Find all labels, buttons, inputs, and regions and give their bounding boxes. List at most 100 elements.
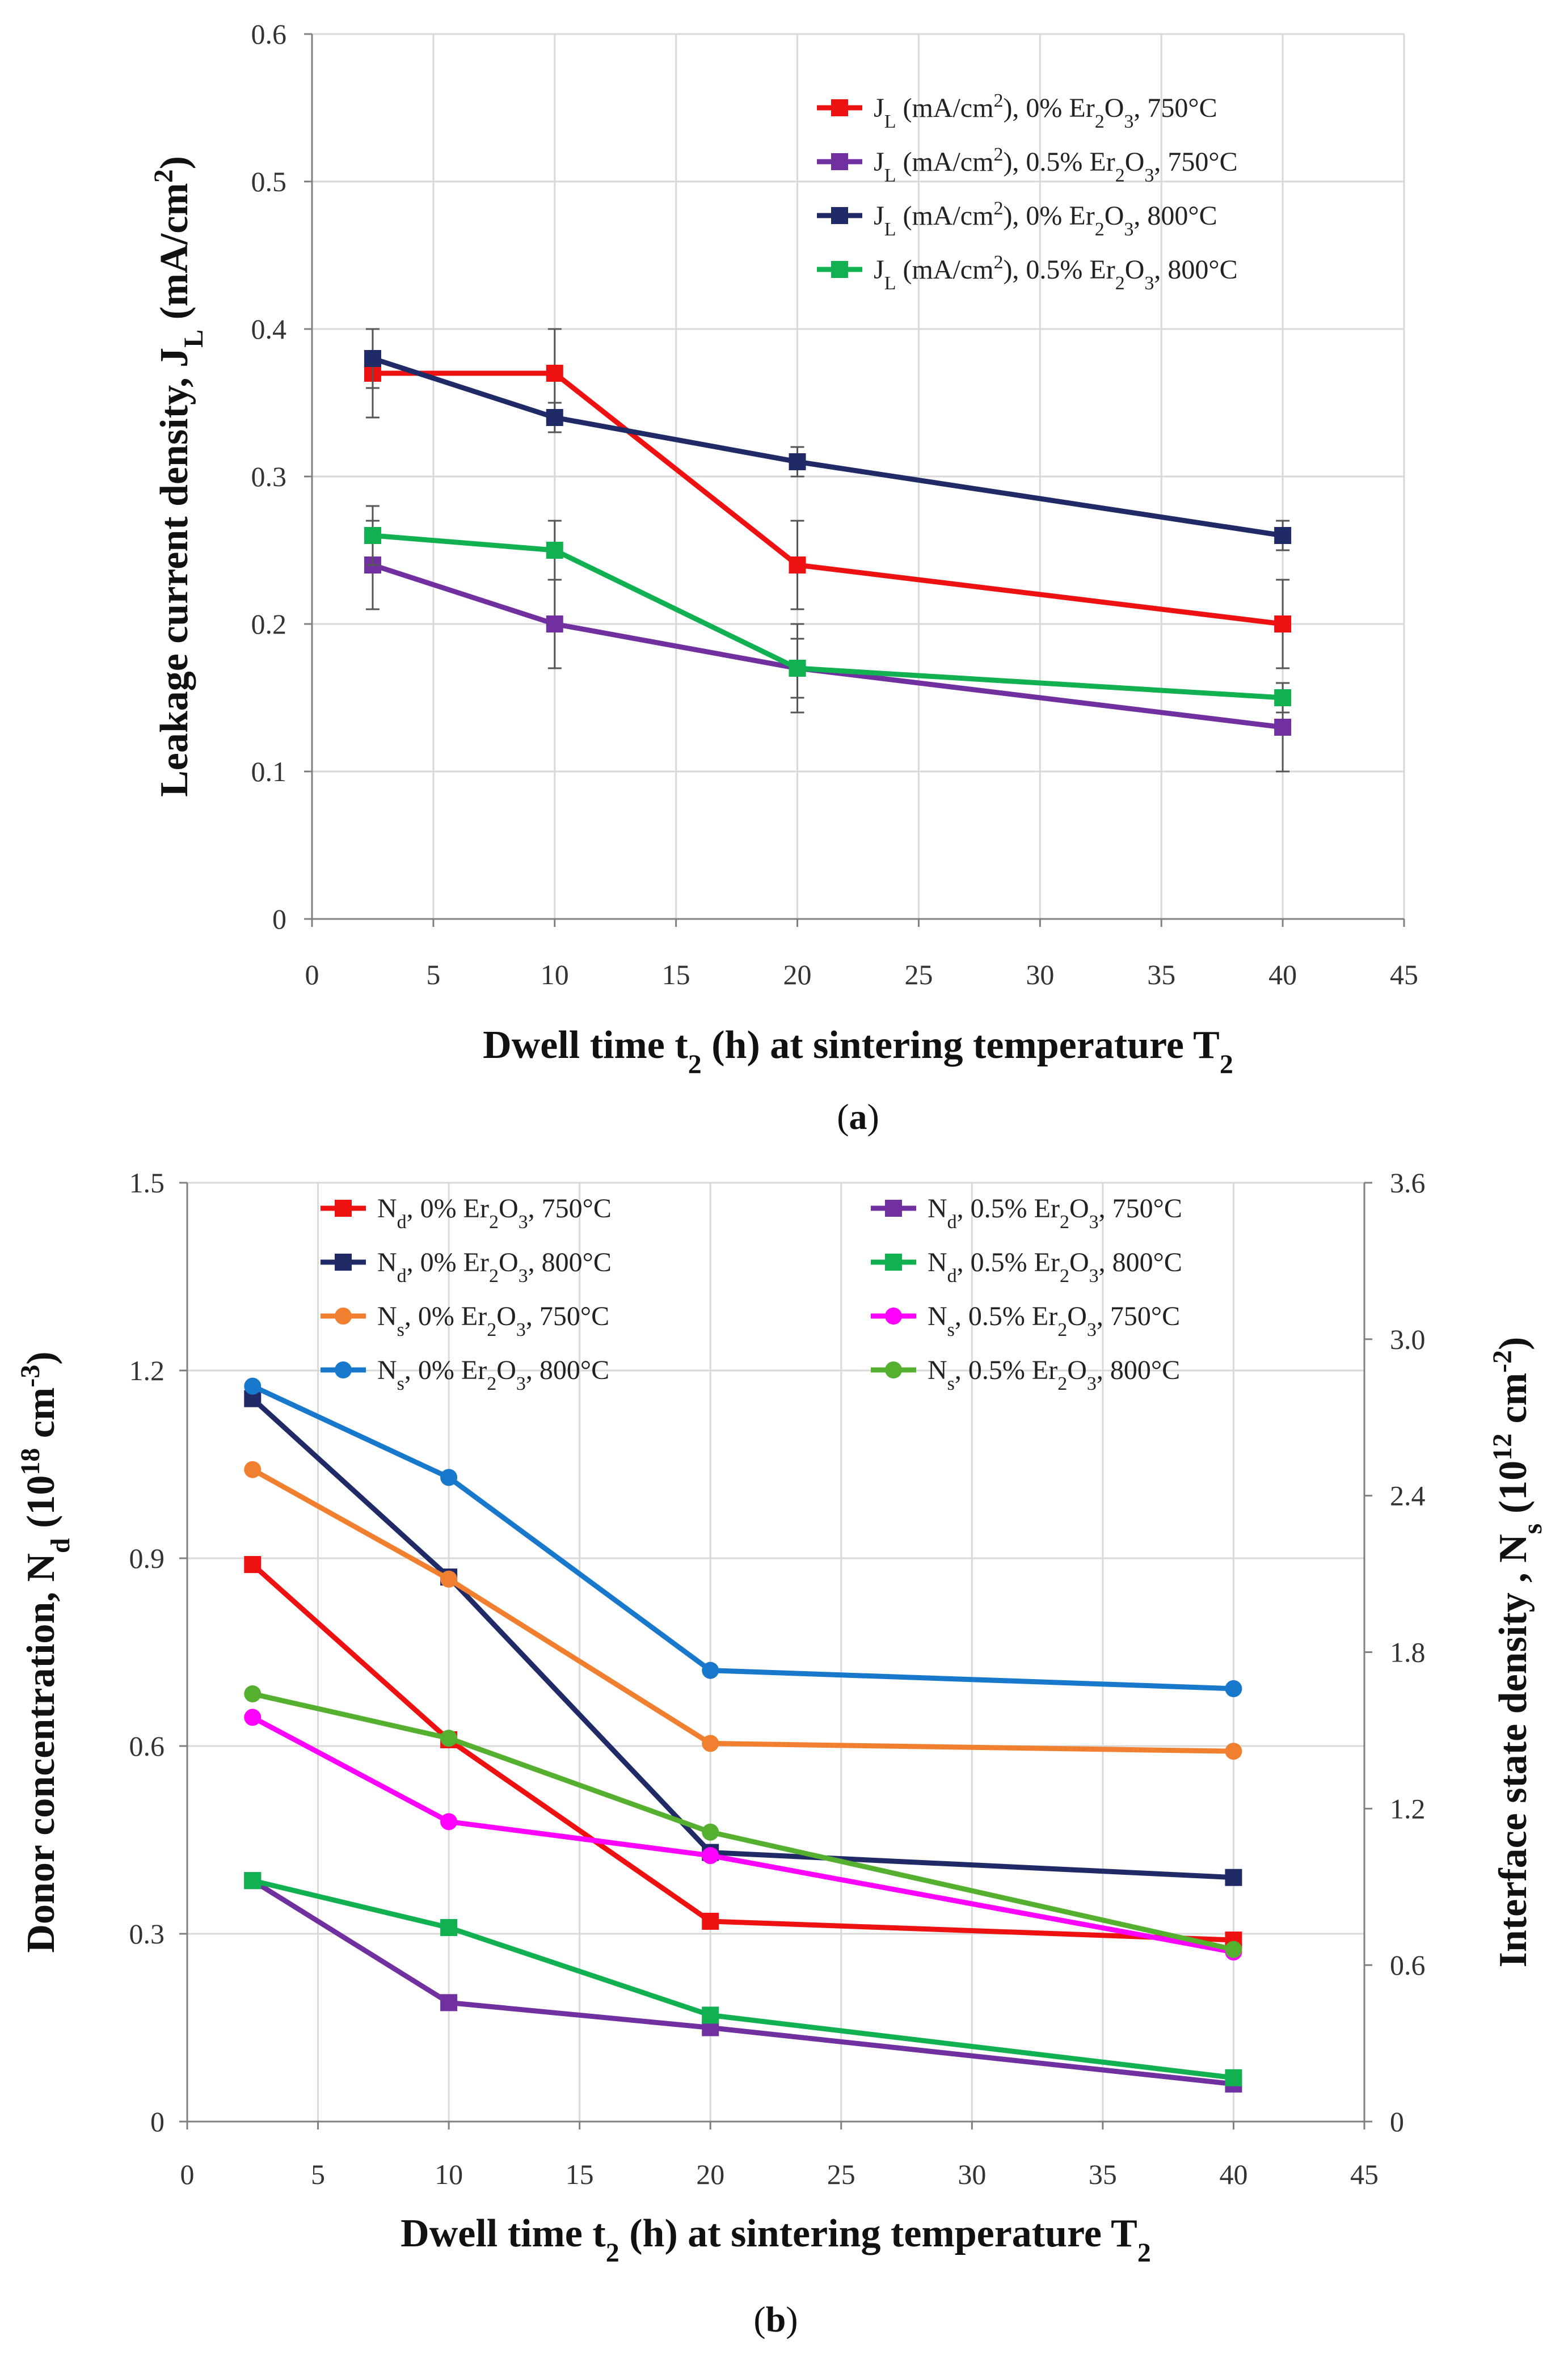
legend-label: JL (mA/cm2), 0.5% Er2O3, 750°C <box>874 144 1238 186</box>
panel-caption-letter: a <box>849 1097 867 1137</box>
legend-text: , 750°C <box>1099 1194 1182 1224</box>
data-point <box>244 1461 262 1478</box>
legend-text: O <box>1069 1247 1089 1277</box>
legend-subscript: d <box>397 1212 407 1233</box>
y2-tick-label: 2.4 <box>1390 1480 1426 1512</box>
x-axis-title-text: (h) at sintering temperature T <box>619 2212 1137 2255</box>
data-point <box>1225 1743 1242 1760</box>
panel-caption-paren: ) <box>786 2299 798 2339</box>
data-point <box>244 1556 262 1574</box>
legend-swatch-marker <box>885 1308 902 1325</box>
y2-axis-title-text: Interface state density , N <box>1491 1534 1535 1967</box>
series-line <box>251 1715 1234 1955</box>
legend-text: , 0% Er <box>407 1247 489 1277</box>
legend-text: (mA/cm <box>896 255 993 285</box>
legend-text: O <box>1105 93 1124 123</box>
data-point <box>702 1662 719 1679</box>
legend-subscript: 2 <box>489 1212 499 1233</box>
y2-tick-label: 0.6 <box>1390 1949 1426 1981</box>
legend-text: N <box>377 1247 397 1277</box>
legend-subscript: 2 <box>1057 1373 1067 1394</box>
x-tick-label: 30 <box>958 2158 986 2190</box>
legend-text: O <box>1125 147 1145 177</box>
x-tick-label: 25 <box>904 959 933 990</box>
legend-text: O <box>499 1194 519 1224</box>
legend-text: , 0% Er <box>404 1301 487 1331</box>
legend-subscript: L <box>884 219 896 240</box>
legend-label: JL (mA/cm2), 0% Er2O3, 800°C <box>874 198 1217 240</box>
y-tick-label: 0.9 <box>129 1542 165 1574</box>
legend-text: , 750°C <box>526 1301 609 1331</box>
legend-text: , 800°C <box>526 1355 609 1385</box>
legend-subscript: 3 <box>1089 1266 1099 1287</box>
legend-text: , 0.5% Er <box>957 1247 1060 1277</box>
x-axis-title-text: Dwell time t <box>401 2212 606 2255</box>
series-line <box>372 370 1283 627</box>
y-tick-label: 0 <box>150 2106 165 2137</box>
legend-text: N <box>928 1355 947 1385</box>
legend-subscript: 3 <box>1087 1319 1097 1340</box>
data-point <box>440 1918 458 1936</box>
x-tick-label: 0 <box>180 2158 195 2190</box>
legend-superscript: 2 <box>993 252 1003 273</box>
series-line <box>372 533 1283 701</box>
legend-text: , 750°C <box>1097 1301 1180 1331</box>
legend-subscript: 3 <box>1124 111 1133 132</box>
panel-caption-paren: ( <box>837 1097 849 1137</box>
x-axis-title-subscript: 2 <box>1137 2238 1151 2268</box>
y-axis-title-text: ) <box>19 1351 63 1364</box>
panel-b-chart: 0 5 10 15 20 25 30 35 40 45 0 0.3 0.6 0.9 1.2 1.5 0 0.6 1.… <box>15 1167 1548 2339</box>
legend-subscript: 3 <box>519 1266 528 1287</box>
y-tick-label: 0.6 <box>251 18 287 50</box>
x-tick-label: 35 <box>1089 2158 1117 2190</box>
data-point <box>1225 2069 1242 2086</box>
x-tick-label: 15 <box>566 2158 594 2190</box>
y-axis-title: Leakage current density, JL (mA/cm2) <box>149 156 209 797</box>
legend-swatch-marker <box>335 1361 352 1378</box>
x-tick-label: 40 <box>1219 2158 1247 2190</box>
data-point <box>1274 689 1292 706</box>
panel-caption: (a) <box>837 1097 879 1137</box>
x-axis-title: Dwell time t2 (h) at sintering temperatu… <box>483 1023 1233 1079</box>
data-point <box>244 1709 262 1726</box>
legend-label: JL (mA/cm2), 0.5% Er2O3, 800°C <box>874 252 1238 294</box>
legend-text: N <box>928 1247 947 1277</box>
legend-subscript: 3 <box>1144 165 1154 186</box>
legend-subscript: 3 <box>1144 273 1154 294</box>
y2-tick-label: 1.2 <box>1390 1793 1426 1824</box>
legend-text: (mA/cm <box>896 201 993 231</box>
legend-text: , 800°C <box>1097 1355 1180 1385</box>
data-point <box>546 365 563 382</box>
legend-text: O <box>499 1247 519 1277</box>
legend-subscript: 2 <box>487 1319 496 1340</box>
x-axis-title: Dwell time t2 (h) at sintering temperatu… <box>401 2212 1151 2268</box>
legend-subscript: 3 <box>1089 1212 1099 1233</box>
legend-label: Nd, 0.5% Er2O3, 800°C <box>928 1247 1182 1287</box>
legend-subscript: 3 <box>519 1212 528 1233</box>
legend-superscript: 2 <box>993 198 1003 219</box>
legend-text: ), 0.5% Er <box>1003 147 1115 177</box>
data-point <box>702 2006 719 2024</box>
x-axis-title-subscript: 2 <box>606 2238 619 2268</box>
legend-subscript: 2 <box>489 1266 499 1287</box>
x-tick-label: 45 <box>1390 959 1418 990</box>
legend-swatch-marker <box>885 1361 902 1378</box>
legend-subscript: L <box>884 165 896 186</box>
legend-text: , 750°C <box>528 1194 612 1224</box>
data-point <box>364 527 381 544</box>
legend-superscript: 2 <box>993 90 1003 111</box>
legend-text: J <box>874 93 884 123</box>
x-tick-label: 40 <box>1268 959 1297 990</box>
series-line <box>372 562 1283 730</box>
data-point <box>702 1912 719 1930</box>
legend-text: , 750°C <box>1154 147 1237 177</box>
legend-text: O <box>496 1301 516 1331</box>
legend-subscript: d <box>947 1266 957 1287</box>
legend-subscript: s <box>397 1319 404 1340</box>
legend-text: ), 0% Er <box>1003 93 1094 123</box>
legend-text: J <box>874 201 884 231</box>
legend-subscript: 2 <box>1115 273 1125 294</box>
data-point <box>440 1730 458 1747</box>
y-tick-label: 0.3 <box>251 461 287 492</box>
